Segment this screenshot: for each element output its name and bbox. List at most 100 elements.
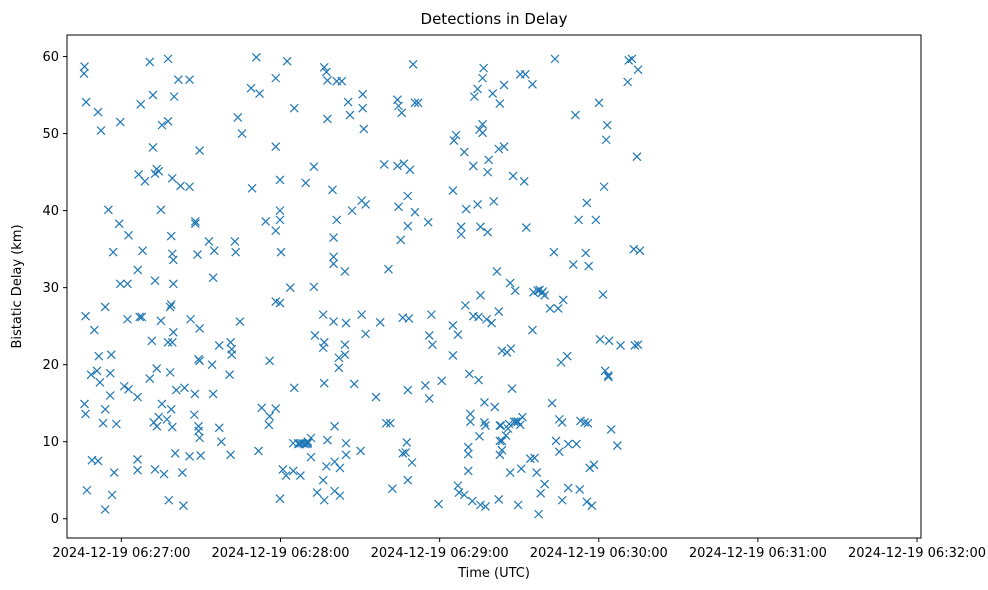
data-point <box>505 468 515 477</box>
data-point <box>261 216 271 226</box>
data-point <box>106 350 116 360</box>
data-point <box>463 442 473 452</box>
data-point <box>635 246 645 256</box>
data-point <box>147 336 157 346</box>
data-point <box>230 237 240 246</box>
data-point <box>385 418 395 428</box>
data-point <box>148 90 158 100</box>
data-point <box>195 146 205 155</box>
data-point <box>474 375 484 385</box>
data-point <box>93 107 103 117</box>
data-point <box>157 399 167 409</box>
data-point <box>517 412 527 422</box>
data-point <box>347 206 357 216</box>
data-point <box>265 411 275 421</box>
data-point <box>95 377 105 387</box>
data-point <box>150 276 160 286</box>
data-point <box>306 433 316 443</box>
data-point <box>358 103 368 113</box>
data-point <box>428 340 437 350</box>
data-point <box>86 370 96 380</box>
data-point <box>582 198 592 208</box>
data-point <box>532 468 542 477</box>
data-points <box>79 52 645 519</box>
data-point <box>196 451 206 461</box>
data-point <box>156 205 166 215</box>
data-point <box>589 460 599 470</box>
y-tick-label: 50 <box>42 127 59 142</box>
data-point <box>585 463 595 473</box>
data-point <box>323 76 332 85</box>
data-point <box>528 79 537 89</box>
data-point <box>275 206 285 216</box>
data-point <box>381 418 391 428</box>
data-point <box>340 350 350 360</box>
data-point <box>163 337 173 347</box>
data-point <box>216 437 226 447</box>
data-point <box>337 76 347 86</box>
data-point <box>162 414 172 424</box>
data-point <box>568 260 578 269</box>
data-point <box>504 419 514 429</box>
data-point <box>123 279 132 289</box>
data-point <box>624 55 634 65</box>
data-point <box>387 484 397 494</box>
data-point <box>508 171 518 181</box>
data-point <box>123 314 132 324</box>
data-point <box>448 351 458 360</box>
data-point <box>379 159 389 169</box>
data-point <box>528 325 537 335</box>
data-point <box>276 247 286 257</box>
data-point <box>165 302 175 312</box>
data-point <box>520 69 530 79</box>
data-point <box>408 59 418 69</box>
data-point <box>584 261 594 271</box>
data-point <box>96 126 106 135</box>
data-point <box>601 135 611 145</box>
data-point <box>264 420 274 430</box>
data-point <box>499 80 509 90</box>
data-point <box>358 89 368 99</box>
data-point <box>480 398 489 407</box>
data-point <box>167 422 177 432</box>
y-tick-label: 30 <box>42 281 59 296</box>
data-point <box>323 435 332 445</box>
data-point <box>152 421 162 431</box>
data-point <box>594 98 604 108</box>
data-point <box>193 250 202 259</box>
data-point <box>473 84 482 94</box>
data-point <box>474 312 484 322</box>
data-point <box>329 259 338 269</box>
data-point <box>562 351 572 361</box>
data-point <box>133 455 142 464</box>
data-point <box>612 441 622 450</box>
data-point <box>190 219 200 229</box>
data-point <box>80 399 89 409</box>
data-point <box>549 247 559 257</box>
data-point <box>288 466 298 476</box>
data-point <box>509 417 519 427</box>
data-point <box>343 97 353 107</box>
data-point <box>231 247 241 257</box>
data-point <box>177 468 187 477</box>
data-point <box>519 176 529 186</box>
data-point <box>328 185 337 195</box>
data-point <box>237 129 247 139</box>
data-point <box>190 216 200 226</box>
x-tick-label: 2024-12-19 06:29:00 <box>371 546 509 561</box>
data-point <box>404 314 414 323</box>
data-point <box>476 500 485 510</box>
data-point <box>479 63 489 73</box>
data-point <box>424 330 434 340</box>
data-point <box>497 436 507 446</box>
data-point <box>119 381 129 391</box>
data-point <box>145 374 155 383</box>
data-point <box>255 89 264 98</box>
y-tick-label: 0 <box>51 512 59 527</box>
data-point <box>176 181 185 191</box>
data-point <box>194 421 203 431</box>
data-point <box>157 120 167 130</box>
data-point <box>189 410 199 420</box>
data-point <box>600 366 610 376</box>
data-point <box>580 418 590 427</box>
